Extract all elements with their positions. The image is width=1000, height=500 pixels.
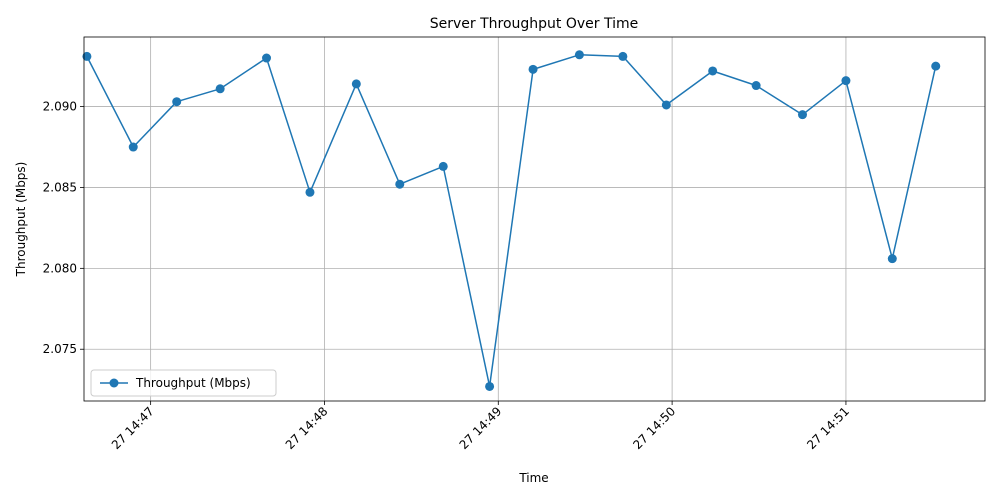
x-tick-label: 27 14:50 [630,404,678,452]
data-point [618,51,628,61]
legend: Throughput (Mbps) [90,369,277,397]
x-tick-label: 27 14:47 [109,404,157,452]
plot-frame [83,36,986,402]
legend-box [90,369,277,397]
y-tick-label: 2.090 [43,100,77,114]
legend-marker-swatch [109,378,119,388]
data-point [797,110,807,120]
grid-layer [84,37,985,401]
series-layer [82,50,941,391]
data-point [528,64,538,74]
data-point [661,100,671,110]
data-point [931,61,941,71]
x-tick-label: 27 14:49 [457,404,505,452]
y-tick-label: 2.080 [43,261,77,275]
data-point [841,76,851,86]
data-point [172,97,182,107]
series-line [86,54,937,388]
legend-label: Throughput (Mbps) [135,376,251,390]
data-point [751,81,761,91]
x-axis-label: Time [518,471,548,485]
data-point [351,79,361,89]
tick-layer: 27 14:47 27 14:48 27 14:49 27 14:50 27 14:51… [43,100,852,453]
x-tick-label: 27 14:51 [804,404,852,452]
y-tick-label: 2.085 [43,180,77,194]
data-point [82,51,92,61]
data-point [262,53,272,63]
data-point [887,254,897,264]
data-point [438,161,448,171]
data-point [395,179,405,189]
y-axis-label: Throughput (Mbps) [14,162,28,278]
chart-title: Server Throughput Over Time [430,16,639,32]
y-tick-label: 2.075 [43,342,77,356]
data-point [128,142,138,152]
data-point [485,381,495,391]
data-point [305,187,315,197]
data-point [215,84,225,94]
data-point [708,66,718,76]
x-tick-label: 27 14:48 [283,404,331,452]
data-point [574,50,584,60]
